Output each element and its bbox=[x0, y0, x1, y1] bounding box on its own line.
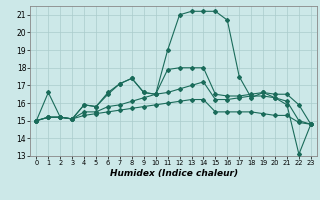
X-axis label: Humidex (Indice chaleur): Humidex (Indice chaleur) bbox=[109, 169, 238, 178]
